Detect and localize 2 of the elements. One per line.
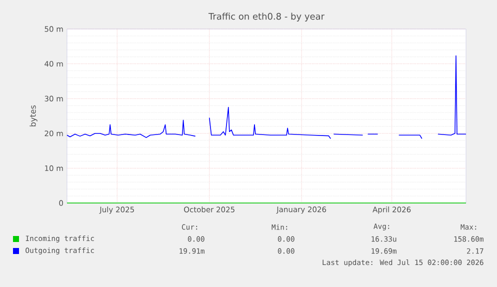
y-axis-title: bytes (30, 105, 38, 126)
chart-title: Traffic on eth0.8 - by year (208, 12, 325, 22)
